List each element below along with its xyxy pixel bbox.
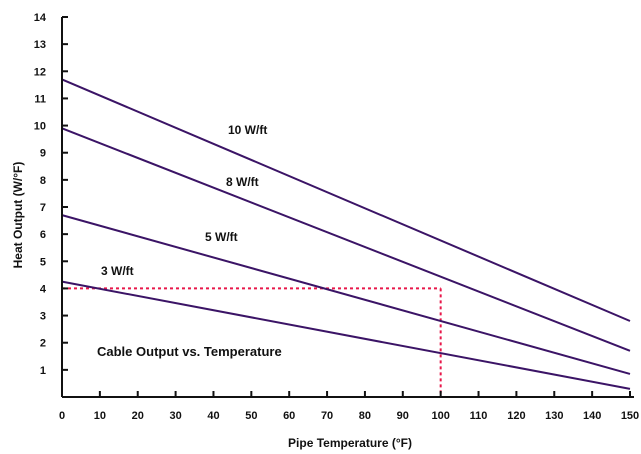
series-label-3: 3 W/ft [101, 264, 134, 278]
series-line-1 [61, 127, 631, 352]
x-tick-label-120: 120 [507, 410, 525, 422]
y-axis-title: Heat Output (W/°F) [11, 162, 25, 269]
y-tick-label-8: 8 [40, 175, 46, 187]
x-tick-label-90: 90 [397, 410, 409, 422]
y-tick-label-7: 7 [40, 202, 46, 214]
x-tick-label-70: 70 [321, 410, 333, 422]
reference-lines [62, 287, 442, 397]
x-tick-label-40: 40 [207, 410, 219, 422]
x-tick-label-10: 10 [94, 410, 106, 422]
x-tick-label-20: 20 [132, 410, 144, 422]
y-tick-label-2: 2 [40, 338, 46, 350]
x-tick-label-110: 110 [470, 410, 488, 422]
x-tick-label-80: 80 [359, 410, 371, 422]
x-tick-label-0: 0 [59, 410, 65, 422]
x-tick-label-30: 30 [169, 410, 181, 422]
x-tick-label-150: 150 [621, 410, 639, 422]
y-tick-label-9: 9 [40, 148, 46, 160]
x-tick-label-60: 60 [283, 410, 295, 422]
x-tick-label-50: 50 [245, 410, 257, 422]
series-label-1: 8 W/ft [226, 175, 259, 189]
y-tick-label-6: 6 [40, 229, 46, 241]
series-line-3 [61, 280, 631, 390]
x-axis-title: Pipe Temperature (°F) [288, 436, 412, 450]
series-label-0: 10 W/ft [228, 123, 267, 137]
series-label-2: 5 W/ft [205, 230, 238, 244]
x-tick-label-130: 130 [545, 410, 563, 422]
chart-annotation: Cable Output vs. Temperature [97, 344, 282, 359]
x-tick-label-100: 100 [431, 410, 449, 422]
y-tick-label-3: 3 [40, 311, 46, 323]
y-tick-label-1: 1 [40, 365, 46, 377]
y-tick-label-5: 5 [40, 256, 46, 268]
axes [61, 17, 634, 398]
series-labels: 10 W/ft 8 W/ft 5 W/ft 3 W/ft [101, 123, 267, 278]
y-tick-label-11: 11 [34, 93, 46, 105]
y-tick-label-4: 4 [40, 283, 47, 295]
y-tick-label-12: 12 [34, 66, 46, 78]
series-line-0 [61, 78, 631, 322]
series-lines [61, 78, 631, 390]
y-tick-label-14: 14 [34, 12, 47, 24]
y-tick-label-13: 13 [34, 39, 46, 51]
y-tick-label-10: 10 [34, 121, 46, 133]
series-line-2 [61, 214, 631, 375]
x-tick-label-140: 140 [583, 410, 601, 422]
